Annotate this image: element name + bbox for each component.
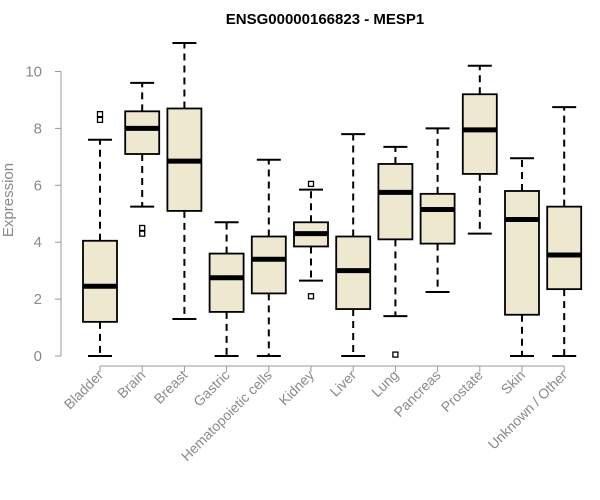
- box-iqr: [419, 192, 456, 245]
- box-pancreas: [419, 127, 456, 293]
- box-iqr: [82, 239, 118, 323]
- y-tick-label: 2: [34, 291, 42, 308]
- y-tick-label: 8: [34, 120, 42, 137]
- x-tick-label: Skin: [498, 367, 529, 398]
- outlier-point: [139, 230, 146, 237]
- x-tick-label: Unknown / Other: [485, 367, 571, 453]
- box-hematopoietic-cells: [250, 158, 287, 357]
- y-tick-label: 6: [34, 177, 42, 194]
- box-liver: [335, 133, 372, 357]
- box-iqr: [461, 93, 498, 175]
- y-tick-label: 4: [34, 234, 42, 251]
- box-iqr: [546, 205, 583, 291]
- box-iqr: [124, 110, 161, 155]
- outlier-point: [307, 293, 315, 300]
- x-tick-label: Pancreas: [391, 367, 444, 420]
- box-breast: [166, 42, 203, 321]
- x-tick-label: Lung: [368, 367, 401, 400]
- outlier-point: [392, 351, 399, 358]
- x-tick-label: Kidney: [276, 367, 318, 409]
- box-lung: [377, 145, 414, 358]
- box-skin: [504, 157, 540, 357]
- box-gastric: [208, 221, 245, 357]
- outlier-point: [96, 111, 104, 118]
- x-tick-label: Bladder: [61, 367, 107, 413]
- outlier-point: [139, 224, 146, 232]
- box-kidney: [293, 180, 329, 300]
- y-tick-label: 10: [25, 64, 42, 81]
- x-tick-label: Prostate: [438, 367, 486, 415]
- x-tick-label: Liver: [327, 367, 360, 400]
- x-tick-label: Breast: [151, 367, 191, 407]
- x-tick-label: Brain: [114, 367, 148, 401]
- outlier-point: [96, 116, 104, 124]
- box-prostate: [461, 64, 498, 235]
- outlier-point: [307, 180, 315, 188]
- box-iqr: [504, 190, 540, 316]
- y-axis-label: Expression: [0, 163, 17, 237]
- box-brain: [124, 81, 161, 237]
- box-iqr: [250, 235, 287, 295]
- y-tick-label: 0: [34, 348, 42, 365]
- box-unknown-other: [546, 106, 583, 357]
- box-iqr: [208, 252, 245, 313]
- box-iqr: [377, 163, 414, 241]
- box-bladder: [82, 111, 118, 357]
- chart-title: ENSG00000166823 - MESP1: [226, 11, 424, 28]
